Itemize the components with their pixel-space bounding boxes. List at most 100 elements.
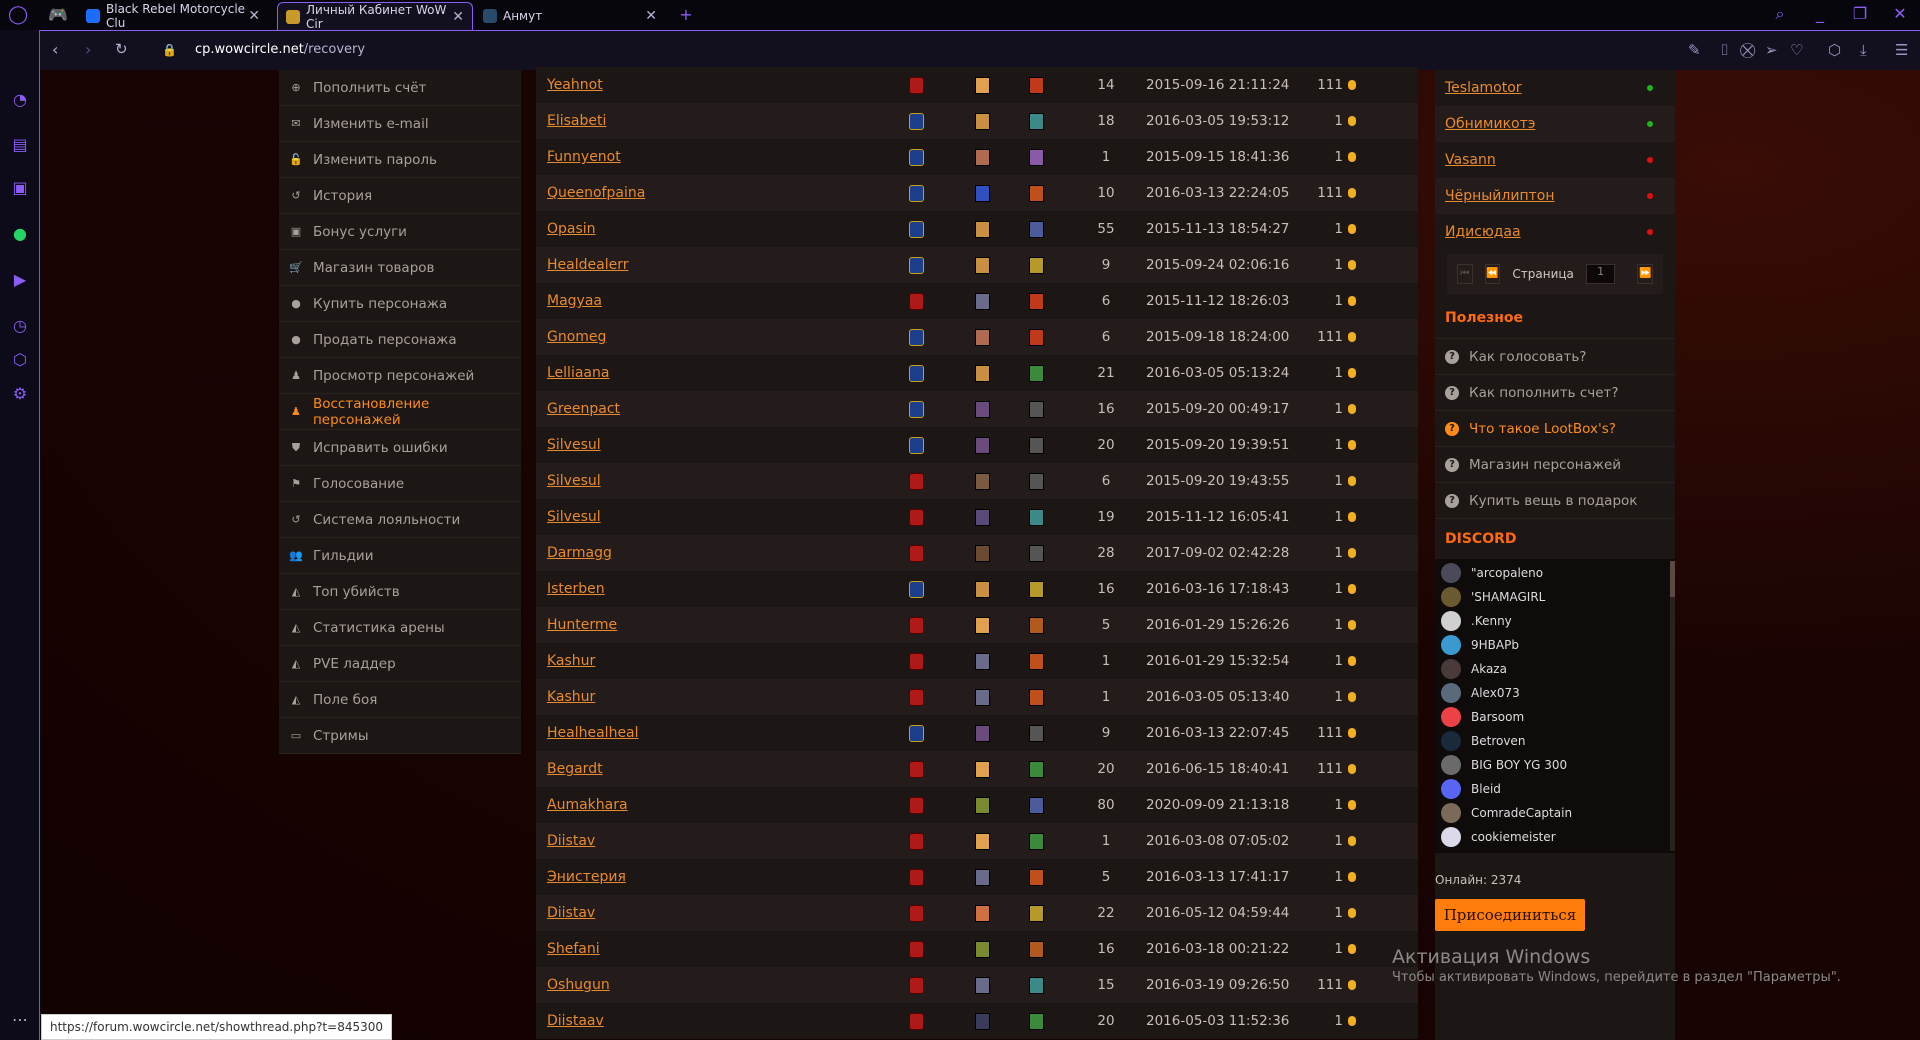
menu-item-18[interactable]: ▭ Стримы bbox=[279, 718, 521, 754]
useful-link[interactable]: ? Что такое LootBox's? bbox=[1435, 411, 1675, 447]
character-name-link[interactable]: Hunterme bbox=[547, 617, 618, 633]
character-name-link[interactable]: Silvesul bbox=[547, 509, 601, 525]
discord-member[interactable]: BIG BOY YG 300 bbox=[1435, 753, 1675, 777]
new-tab-icon[interactable]: + bbox=[679, 5, 693, 24]
character-name-link[interactable]: Silvesul bbox=[547, 437, 601, 453]
whatsapp-icon[interactable]: ● bbox=[13, 224, 27, 243]
menu-item-0[interactable]: ⊕ Пополнить счёт bbox=[279, 70, 521, 106]
prev-page-button[interactable]: ⏪ bbox=[1484, 264, 1501, 284]
discord-member[interactable]: ComradeCaptain bbox=[1435, 801, 1675, 825]
cube-icon[interactable]: ⬡ bbox=[1828, 41, 1842, 59]
discord-scrollbar[interactable] bbox=[1670, 561, 1675, 851]
menu-item-13[interactable]: 👥 Гильдии bbox=[279, 538, 521, 574]
character-name-link[interactable]: Healdealerr bbox=[547, 257, 629, 273]
character-name-link[interactable]: Aumakhara bbox=[547, 797, 628, 813]
player-name-link[interactable]: Teslamotor bbox=[1445, 80, 1522, 96]
cube-icon[interactable]: ⬡ bbox=[13, 350, 27, 369]
menu-item-11[interactable]: ⚑ Голосование bbox=[279, 466, 521, 502]
menu-item-6[interactable]: ● Купить персонажа bbox=[279, 286, 521, 322]
opera-logo-icon[interactable]: ◯ bbox=[8, 4, 29, 25]
useful-link[interactable]: ? Магазин персонажей bbox=[1435, 447, 1675, 483]
snapshot-edit-icon[interactable]: ✎ bbox=[1688, 41, 1701, 59]
settings-icon[interactable]: ⚙ bbox=[12, 384, 28, 403]
close-window-icon[interactable]: ✕ bbox=[1893, 4, 1907, 23]
player-name-link[interactable]: Чёрныйлиптон bbox=[1445, 188, 1555, 204]
history-icon[interactable]: ◷ bbox=[13, 316, 27, 335]
player-name-link[interactable]: Vasann bbox=[1445, 152, 1496, 168]
character-name-link[interactable]: Diistav bbox=[547, 905, 596, 921]
heart-icon[interactable]: ♡ bbox=[1790, 41, 1804, 59]
menu-item-5[interactable]: 🛒 Магазин товаров bbox=[279, 250, 521, 286]
character-name-link[interactable]: Isterben bbox=[547, 581, 605, 597]
discord-member[interactable]: 'SHAMAGIRL bbox=[1435, 585, 1675, 609]
discord-member[interactable]: Alex073 bbox=[1435, 681, 1675, 705]
character-name-link[interactable]: Shefani bbox=[547, 941, 600, 957]
restore-icon[interactable]: ❐ bbox=[1852, 4, 1868, 23]
character-name-link[interactable]: Queenofpaina bbox=[547, 185, 646, 201]
twitch-icon[interactable]: ▣ bbox=[12, 178, 28, 197]
character-name-link[interactable]: Kashur bbox=[547, 689, 596, 705]
discord-member[interactable]: Akaza bbox=[1435, 657, 1675, 681]
menu-item-9[interactable]: ♟ Восстановление персонажей bbox=[279, 394, 521, 430]
character-name-link[interactable]: Oshugun bbox=[547, 977, 610, 993]
discord-member[interactable]: cookiemeister bbox=[1435, 825, 1675, 849]
minimize-icon[interactable]: _ bbox=[1816, 4, 1824, 23]
menu-item-8[interactable]: ♟ Просмотр персонажей bbox=[279, 358, 521, 394]
character-name-link[interactable]: Энистерия bbox=[547, 869, 626, 885]
close-tab-icon[interactable]: ✕ bbox=[645, 8, 657, 24]
character-name-link[interactable]: Begardt bbox=[547, 761, 603, 777]
character-name-link[interactable]: Funnyenot bbox=[547, 149, 621, 165]
back-icon[interactable]: ‹ bbox=[52, 40, 59, 59]
character-name-link[interactable]: Magyaa bbox=[547, 293, 602, 309]
download-icon[interactable]: ⤓ bbox=[1860, 41, 1867, 59]
camera-icon[interactable]: ⌷ bbox=[1720, 41, 1730, 59]
menu-item-1[interactable]: ✉ Изменить e-mail bbox=[279, 106, 521, 142]
character-name-link[interactable]: Darmagg bbox=[547, 545, 612, 561]
player-name-link[interactable]: Идисюдаа bbox=[1445, 224, 1521, 240]
character-name-link[interactable]: Gnomeg bbox=[547, 329, 607, 345]
character-name-link[interactable]: Silvesul bbox=[547, 473, 601, 489]
url-field[interactable]: cp.wowcircle.net/recovery bbox=[195, 42, 365, 57]
forward-icon[interactable]: › bbox=[85, 40, 92, 59]
menu-item-3[interactable]: ↺ История bbox=[279, 178, 521, 214]
menu-item-7[interactable]: ● Продать персонажа bbox=[279, 322, 521, 358]
character-name-link[interactable]: Greenpact bbox=[547, 401, 621, 417]
first-page-button[interactable]: ⏮ bbox=[1457, 264, 1473, 284]
character-name-link[interactable]: Diistaav bbox=[547, 1013, 604, 1029]
menu-item-16[interactable]: ◭ PVE ладдер bbox=[279, 646, 521, 682]
easy-setup-icon[interactable]: ☰ bbox=[1895, 41, 1909, 59]
discord-member[interactable]: Barsoom bbox=[1435, 705, 1675, 729]
more-icon[interactable]: ⋯ bbox=[12, 1010, 28, 1029]
menu-item-15[interactable]: ◭ Статистика арены bbox=[279, 610, 521, 646]
close-tab-icon[interactable]: ✕ bbox=[452, 8, 464, 25]
character-name-link[interactable]: Diistav bbox=[547, 833, 596, 849]
player-name-link[interactable]: Обнимикотэ bbox=[1445, 116, 1536, 132]
character-name-link[interactable]: Lelliaana bbox=[547, 365, 610, 381]
character-name-link[interactable]: Healhealheal bbox=[547, 725, 639, 741]
gamepad-icon[interactable]: 🎮 bbox=[48, 5, 68, 24]
discord-member[interactable]: Bleid bbox=[1435, 777, 1675, 801]
discord-member[interactable]: 9HBAPb bbox=[1435, 633, 1675, 657]
useful-link[interactable]: ? Купить вещь в подарок bbox=[1435, 483, 1675, 519]
adblock-icon[interactable]: ⛒ bbox=[1740, 41, 1756, 59]
reload-icon[interactable]: ↻ bbox=[115, 40, 128, 58]
page-input[interactable]: 1 bbox=[1585, 264, 1616, 284]
menu-item-12[interactable]: ↺ Система лояльности bbox=[279, 502, 521, 538]
next-page-button[interactable]: ⏩ bbox=[1637, 264, 1654, 284]
tab-2[interactable]: Анмут ✕ bbox=[475, 2, 665, 30]
discord-join-button[interactable]: Присоединиться bbox=[1435, 899, 1585, 931]
menu-item-14[interactable]: ◭ Топ убийств bbox=[279, 574, 521, 610]
useful-link[interactable]: ? Как голосовать? bbox=[1435, 339, 1675, 375]
character-name-link[interactable]: Yeahnot bbox=[547, 77, 603, 93]
menu-item-2[interactable]: 🔓 Изменить пароль bbox=[279, 142, 521, 178]
search-tabs-icon[interactable]: ⌕ bbox=[1775, 4, 1785, 23]
tab-1[interactable]: Личный Кабинет WoW Cir ✕ bbox=[277, 2, 473, 31]
character-name-link[interactable]: Kashur bbox=[547, 653, 596, 669]
discord-member[interactable]: "arcopaleno bbox=[1435, 561, 1675, 585]
useful-link[interactable]: ? Как пополнить счет? bbox=[1435, 375, 1675, 411]
character-name-link[interactable]: Elisabeti bbox=[547, 113, 607, 129]
menu-item-4[interactable]: ▣ Бонус услуги bbox=[279, 214, 521, 250]
player-icon[interactable]: ▶ bbox=[13, 270, 27, 289]
workspaces-icon[interactable]: ▤ bbox=[12, 135, 28, 154]
speed-dial-icon[interactable]: ◔ bbox=[13, 90, 27, 109]
